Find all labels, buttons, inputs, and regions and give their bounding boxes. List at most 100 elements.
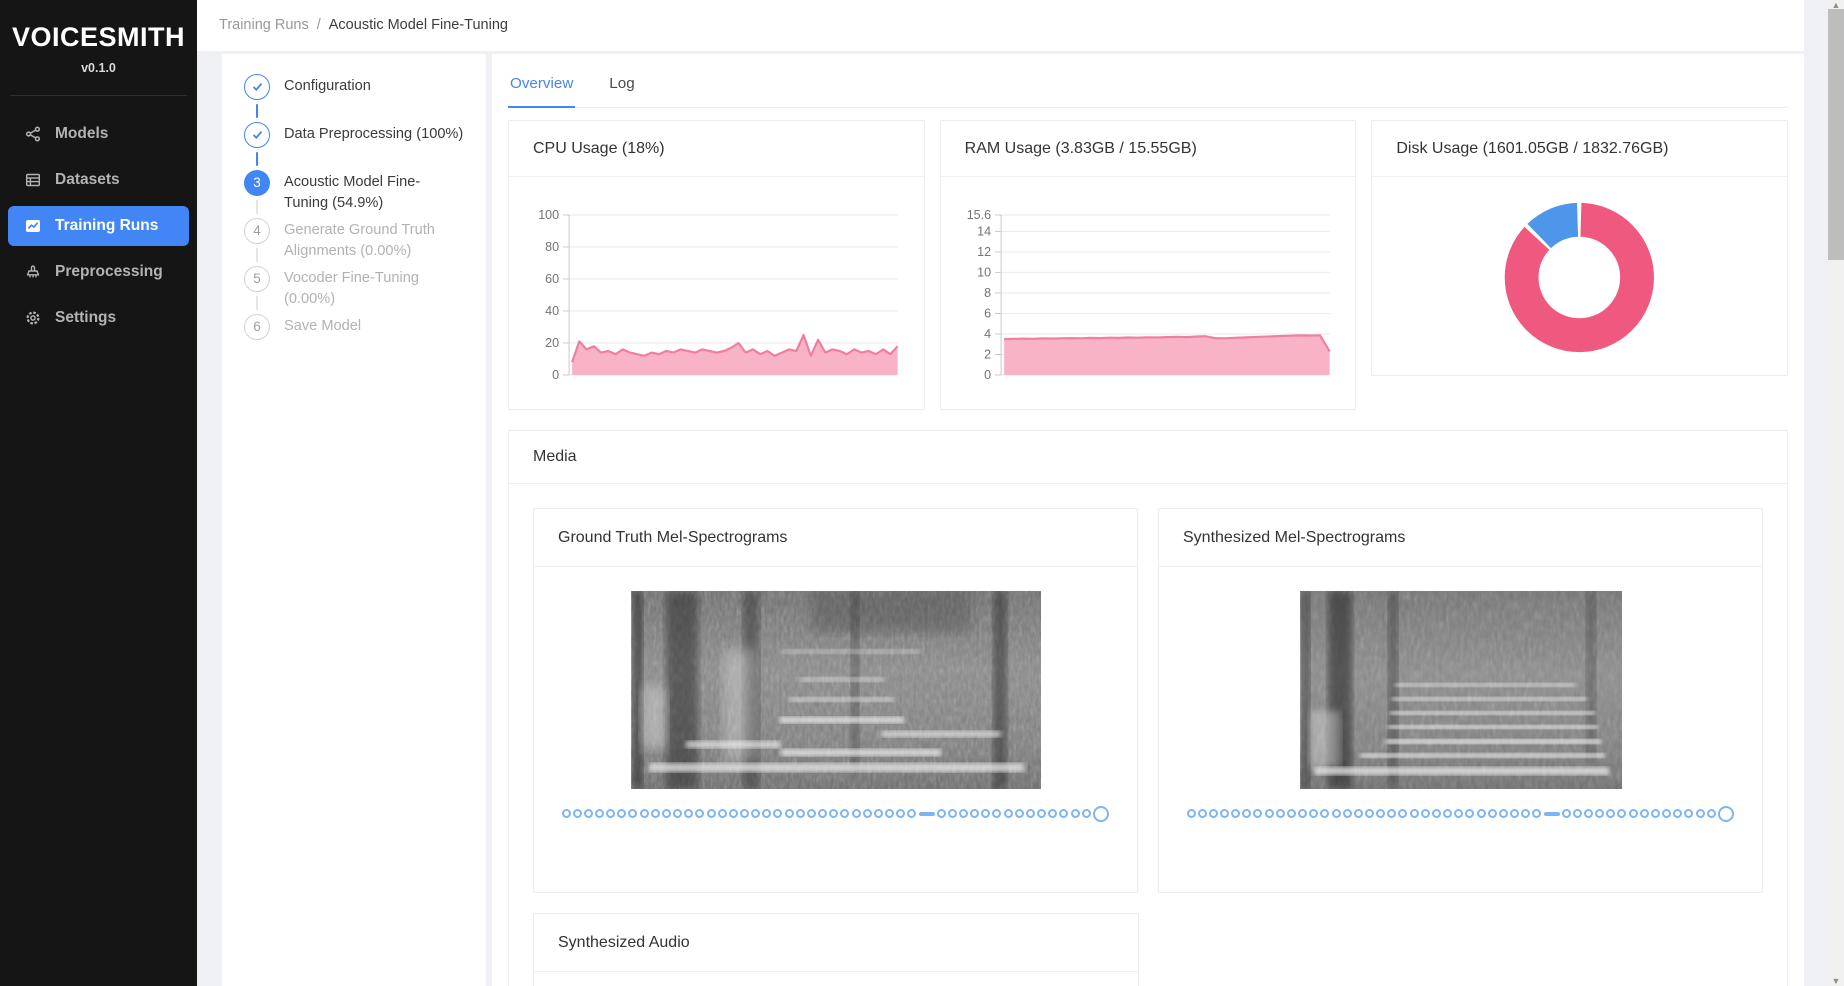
slider-dot[interactable] [728, 809, 738, 819]
slider-dot[interactable] [1320, 809, 1330, 819]
slider-dot[interactable] [1443, 809, 1453, 819]
slider-dot[interactable] [795, 809, 805, 819]
scroll-down-arrow-icon[interactable]: ▼ [1831, 976, 1841, 986]
sidebar-item-training-runs[interactable]: Training Runs [8, 206, 189, 246]
slider-dot[interactable] [1498, 809, 1508, 819]
slider-dot[interactable] [1342, 809, 1352, 819]
slider-dot[interactable] [751, 809, 761, 819]
slider-track-dash[interactable] [918, 811, 935, 816]
slider-dot[interactable] [740, 809, 749, 819]
slider-dot[interactable] [717, 809, 727, 819]
slider-dot[interactable] [1510, 809, 1520, 819]
slider-dot[interactable] [1572, 809, 1582, 819]
sidebar-item-models[interactable]: Models [8, 114, 189, 154]
slider-dot[interactable] [1197, 809, 1207, 819]
slider-dot[interactable] [1561, 809, 1571, 819]
slider-dot[interactable] [958, 809, 968, 819]
slider-dot[interactable] [684, 809, 694, 819]
slider-dot[interactable] [1409, 809, 1419, 819]
slider-dot[interactable] [561, 809, 571, 819]
slider-dot[interactable] [673, 809, 683, 819]
slider-dot[interactable] [851, 809, 861, 819]
slider-dot[interactable] [981, 809, 991, 819]
slider-dot[interactable] [1275, 809, 1285, 819]
slider-dot[interactable] [606, 809, 616, 819]
spectrogram-slider[interactable] [561, 804, 1110, 824]
slider-dot[interactable] [1014, 809, 1024, 819]
slider-dot[interactable] [936, 809, 946, 819]
slider-dot[interactable] [1003, 809, 1013, 819]
slider-dot[interactable] [1353, 809, 1363, 819]
slider-dot[interactable] [1264, 809, 1274, 819]
slider-dot[interactable] [1606, 809, 1616, 819]
slider-dot[interactable] [896, 809, 906, 819]
slider-dot[interactable] [1231, 809, 1241, 819]
slider-dot[interactable] [862, 809, 872, 819]
sidebar-item-preprocessing[interactable]: Preprocessing [8, 252, 189, 292]
slider-dot[interactable] [1583, 809, 1593, 819]
vertical-scrollbar[interactable]: ▲ ▼ [1828, 0, 1844, 986]
breadcrumb-parent-link[interactable]: Training Runs [219, 17, 309, 34]
slider-dot[interactable] [1420, 809, 1430, 819]
slider-dot[interactable] [970, 809, 980, 819]
slider-handle[interactable] [1717, 805, 1734, 822]
tab-overview[interactable]: Overview [508, 60, 576, 108]
slider-dot[interactable] [594, 809, 604, 819]
slider-dot[interactable] [829, 809, 839, 819]
slider-dot[interactable] [1521, 809, 1531, 819]
slider-dot[interactable] [572, 809, 582, 819]
slider-track-dash[interactable] [1543, 811, 1560, 816]
slider-dot[interactable] [873, 809, 883, 819]
slider-dot[interactable] [1532, 809, 1542, 819]
slider-dot[interactable] [639, 809, 649, 819]
sidebar-item-datasets[interactable]: Datasets [8, 160, 189, 200]
slider-dot[interactable] [1465, 809, 1475, 819]
slider-dot[interactable] [1025, 809, 1035, 819]
slider-dot[interactable] [1376, 809, 1386, 819]
slider-dot[interactable] [661, 809, 671, 819]
slider-dot[interactable] [1365, 809, 1374, 819]
slider-dot[interactable] [1684, 809, 1694, 819]
slider-dot[interactable] [1628, 809, 1638, 819]
slider-dot[interactable] [1650, 809, 1660, 819]
slider-dot[interactable] [1070, 809, 1080, 819]
slider-dot[interactable] [1081, 809, 1091, 819]
slider-dot[interactable] [1286, 809, 1296, 819]
slider-dot[interactable] [1253, 809, 1263, 819]
slider-dot[interactable] [1037, 809, 1047, 819]
scroll-up-arrow-icon[interactable]: ▲ [1831, 0, 1841, 10]
slider-dot[interactable] [818, 809, 828, 819]
slider-dot[interactable] [907, 809, 917, 819]
slider-dot[interactable] [1059, 809, 1069, 819]
tab-log[interactable]: Log [609, 74, 635, 92]
slider-dot[interactable] [1208, 809, 1218, 819]
slider-dot[interactable] [583, 809, 593, 819]
slider-dot[interactable] [1242, 809, 1252, 819]
slider-dot[interactable] [1662, 809, 1672, 819]
slider-dot[interactable] [1309, 809, 1319, 819]
slider-dot[interactable] [1476, 809, 1486, 819]
slider-dot[interactable] [840, 809, 850, 819]
slider-dot[interactable] [1639, 809, 1649, 819]
slider-dot[interactable] [650, 809, 660, 819]
slider-dot[interactable] [706, 809, 716, 819]
slider-dot[interactable] [1298, 809, 1308, 819]
spectrogram-slider[interactable] [1186, 804, 1735, 824]
slider-dot[interactable] [773, 809, 783, 819]
slider-dot[interactable] [628, 809, 638, 819]
slider-dot[interactable] [1219, 809, 1229, 819]
slider-dot[interactable] [1398, 809, 1408, 819]
slider-dot[interactable] [885, 809, 895, 819]
slider-dot[interactable] [617, 809, 627, 819]
slider-dot[interactable] [806, 809, 816, 819]
scrollbar-thumb[interactable] [1828, 9, 1844, 260]
slider-dot[interactable] [1673, 809, 1683, 819]
slider-dot[interactable] [1487, 809, 1497, 819]
slider-dot[interactable] [695, 809, 705, 819]
slider-handle[interactable] [1092, 805, 1109, 822]
slider-dot[interactable] [1695, 809, 1705, 819]
slider-dot[interactable] [1048, 809, 1058, 819]
slider-dot[interactable] [1595, 809, 1605, 819]
slider-dot[interactable] [1454, 809, 1464, 819]
slider-dot[interactable] [784, 809, 794, 819]
